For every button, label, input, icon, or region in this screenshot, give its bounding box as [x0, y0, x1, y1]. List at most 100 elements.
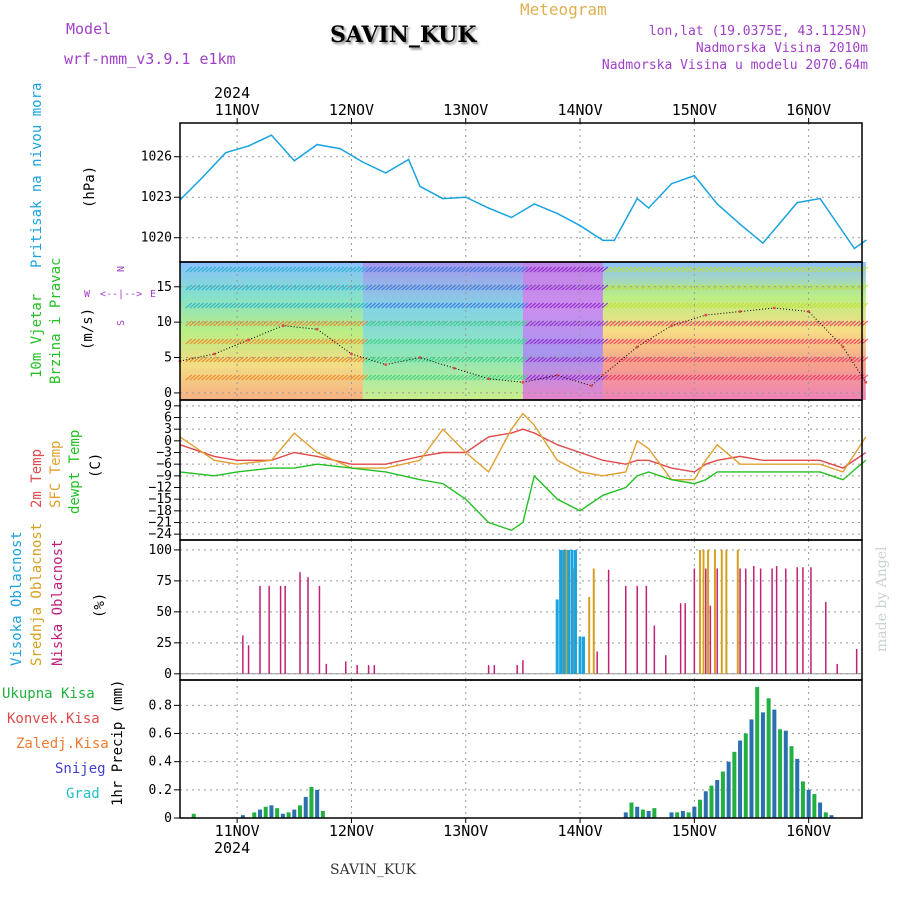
wind-barb	[465, 374, 473, 381]
wind-barb	[277, 302, 285, 309]
wind-barb	[405, 284, 413, 291]
wind-barb	[517, 374, 525, 381]
wind-barb	[265, 338, 273, 345]
wind-barb	[817, 338, 825, 345]
wind-barb	[685, 338, 693, 345]
wind-barb	[741, 338, 749, 345]
y-tick-label-cloud: 50	[156, 605, 172, 620]
wind-barb	[417, 374, 425, 381]
wind-barb	[389, 266, 397, 273]
wind-barb	[453, 302, 461, 309]
wind-barb	[441, 266, 449, 273]
wind-barb	[485, 284, 493, 291]
wind-barb	[737, 266, 745, 273]
precip-bar	[258, 809, 263, 818]
wind-barb	[657, 320, 665, 327]
wind-barb	[493, 284, 501, 291]
wind-barb	[509, 338, 517, 345]
wind-barb	[705, 338, 713, 345]
wind-barb	[833, 374, 841, 381]
wind-barb	[445, 302, 453, 309]
x-tick-top: 11NOV	[215, 101, 260, 119]
wind-barb	[257, 338, 265, 345]
precip-bar	[252, 812, 257, 818]
wind-barb	[797, 266, 805, 273]
wind-speed-point	[635, 345, 639, 349]
wind-speed-point	[590, 384, 593, 388]
wind-barb	[377, 374, 385, 381]
wind-barb	[593, 374, 601, 381]
wind-barb	[597, 356, 605, 363]
x-tick-bottom: 15NOV	[672, 822, 717, 840]
wind-barb	[381, 284, 389, 291]
y-tick-label-temperature: 6	[164, 411, 172, 426]
wind-barb	[353, 356, 361, 363]
wind-barb	[425, 266, 433, 273]
wind-barb	[189, 284, 197, 291]
x-tick-top: 15NOV	[672, 101, 717, 119]
wind-barb	[569, 320, 577, 327]
precip-bar	[789, 746, 794, 818]
legend-snow: Snijeg	[55, 761, 106, 777]
wind-barb	[821, 320, 829, 327]
wind-barb	[345, 356, 353, 363]
wind-barb	[713, 266, 721, 273]
pressure-point	[739, 223, 741, 226]
wind-barb	[861, 266, 869, 273]
wind-barb	[385, 266, 393, 273]
wind-barb	[597, 266, 605, 273]
wind-barb	[637, 302, 645, 309]
y-tick-label-temperature: 9	[164, 399, 172, 414]
wind-barb	[773, 374, 781, 381]
wind-barb	[225, 356, 233, 363]
wind-barb	[357, 320, 365, 327]
wind-barb	[249, 302, 257, 309]
wind-barb	[433, 302, 441, 309]
wind-barb	[525, 338, 533, 345]
wind-barb	[789, 284, 797, 291]
wind-barb	[633, 320, 641, 327]
wind-barb	[621, 356, 629, 363]
wind-barb	[309, 266, 317, 273]
wind-barb	[237, 266, 245, 273]
wind-barb	[405, 356, 413, 363]
wind-barb	[633, 266, 641, 273]
wind-barb	[657, 374, 665, 381]
wind-barb	[225, 302, 233, 309]
wind-barb	[329, 338, 337, 345]
y-tick-label-precip: 0.4	[149, 755, 173, 770]
wind-barb	[777, 374, 785, 381]
wind-barb	[669, 266, 677, 273]
wind-barb	[345, 338, 353, 345]
wind-barb	[721, 338, 729, 345]
wind-barb	[733, 266, 741, 273]
wind-barb	[769, 302, 777, 309]
wind-barb	[677, 356, 685, 363]
wind-barb	[273, 284, 281, 291]
wind-barb	[853, 302, 861, 309]
cloud-bar-low	[825, 601, 827, 674]
wind-barb	[533, 302, 541, 309]
wind-barb	[253, 266, 261, 273]
wind-barb	[345, 302, 353, 309]
wind-barb	[301, 302, 309, 309]
wind-barb	[317, 320, 325, 327]
wind-barb	[661, 374, 669, 381]
wind-barb	[829, 338, 837, 345]
wind-barb	[753, 356, 761, 363]
wind-barb	[301, 284, 309, 291]
wind-barb	[309, 320, 317, 327]
wind-barb	[665, 356, 673, 363]
wind-barb	[561, 302, 569, 309]
wind-barb	[413, 374, 421, 381]
wind-barb	[501, 266, 509, 273]
pressure-point	[419, 185, 421, 188]
wind-barb	[533, 338, 541, 345]
wind-barb	[609, 266, 617, 273]
wind-barb	[813, 374, 821, 381]
pressure-point	[270, 134, 273, 136]
wind-barb	[369, 284, 377, 291]
cloud-bar-high	[581, 636, 585, 674]
wind-barb	[773, 320, 781, 327]
wind-barb	[845, 320, 853, 327]
